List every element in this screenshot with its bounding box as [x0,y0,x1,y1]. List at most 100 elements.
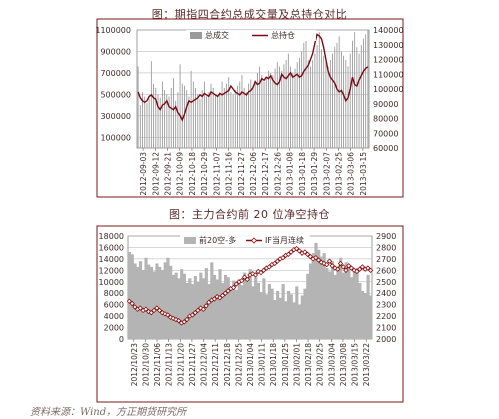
x-tick-label: 2013/02/25 [316,343,325,386]
x-tick-label: 2013-02-07 [322,152,331,196]
net-short-bar [163,262,167,339]
y-left-tick-label: 2000 [104,324,124,333]
legend-marker [250,237,258,244]
net-short-bar [333,274,337,339]
net-short-bar [306,273,310,339]
volume-bar [197,94,199,148]
net-short-bar [130,254,134,339]
line-marker [285,251,292,257]
line-marker [192,310,198,316]
volume-bar [210,83,212,148]
net-short-bar [311,253,315,339]
line-marker [165,312,171,318]
volume-bar [340,51,342,148]
volume-bar [144,96,146,148]
y-right-tick-label: 80000 [373,115,398,124]
volume-bar [203,81,205,148]
y-right-tick-label: 2800 [376,243,396,252]
line-marker [217,295,223,301]
net-short-bar [278,297,282,339]
volume-bar [250,79,252,148]
x-tick-label: 2012/12/11 [211,343,220,386]
x-tick-label: 2013/03/08 [339,343,348,386]
volume-bar [146,102,148,148]
volume-bar [318,32,320,148]
line-marker [359,264,366,270]
x-tick-label: 2013/02/01 [292,343,301,386]
net-short-bar [297,304,302,339]
x-tick-label: 2012/10/23 [130,343,139,386]
legend-swatch-bars [190,32,202,39]
net-short-bar [281,284,285,339]
net-short-bar [251,286,255,339]
net-short-bar [234,289,239,339]
net-short-bar [177,278,181,339]
net-short-bar [138,261,143,339]
y-left-tick-label: 10000 [99,278,124,287]
net-short-bar [152,271,156,339]
x-tick-label: 2012-10-18 [188,152,197,196]
y-right-tick-label: 90000 [373,100,398,109]
x-tick-label: 2013/03/15 [351,343,360,386]
volume-bar [230,92,232,148]
x-tick-label: 2013-01-29 [310,152,319,196]
line-marker [337,260,344,267]
volume-bar [159,97,161,148]
volume-bar [234,90,236,148]
volume-bar [347,66,349,148]
legend-swatch-bars [184,237,196,244]
volume-bar [139,105,141,148]
volume-bar [252,85,254,148]
line-marker [326,258,333,264]
net-short-bar [221,282,225,339]
line-marker [137,305,144,311]
net-short-bar [128,252,132,339]
line-marker [151,307,157,314]
line-marker [170,315,176,322]
y-right-tick-label: 2400 [376,289,396,298]
y-right-tick-label: 2700 [376,255,396,264]
x-tick-label: 2012-09-21 [164,152,173,196]
x-tick-label: 2013-01-08 [286,152,295,196]
y-left-tick-label: 900000 [100,47,131,56]
net-short-bar [226,277,230,339]
line-marker [258,269,264,276]
line-marker [184,316,190,323]
net-short-bar [147,264,151,339]
y-left-tick-label: 18000 [99,232,124,241]
volume-bar [241,75,243,148]
net-short-bar [188,278,192,339]
volume-bar [142,92,143,148]
volume-bar [179,64,181,148]
volume-bar [148,98,150,148]
x-tick-label: 2012-12-26 [273,152,282,196]
line-marker [354,268,360,275]
net-short-bar [218,269,222,339]
legend-label-bars: 前20空-多 [199,235,236,245]
net-short-bar [180,269,184,339]
line-marker [296,248,303,254]
volume-bar [276,62,278,148]
x-tick-label: 2013/02/18 [304,343,313,386]
x-tick-label: 2012/12/04 [200,343,209,386]
volume-bar [243,87,245,148]
line-marker [280,255,286,261]
volume-bar [287,53,289,148]
line-marker [335,266,341,272]
volume-bar [245,92,247,148]
y-left-tick-label: 6000 [104,301,124,310]
line-marker [250,271,256,277]
net-short-bar [336,266,340,339]
net-short-bar [325,268,329,339]
net-short-bar [265,294,269,339]
net-short-bar [256,282,260,339]
volume-bar [270,72,272,148]
y-right-tick-label: 2300 [376,301,396,310]
line-marker [233,281,239,287]
line-marker [219,292,226,299]
volume-bar [181,83,183,148]
y-right-tick-label: 60000 [373,144,398,153]
line-marker [203,303,209,309]
net-short-bar [287,290,291,339]
y-left-tick-label: 700000 [100,69,131,78]
